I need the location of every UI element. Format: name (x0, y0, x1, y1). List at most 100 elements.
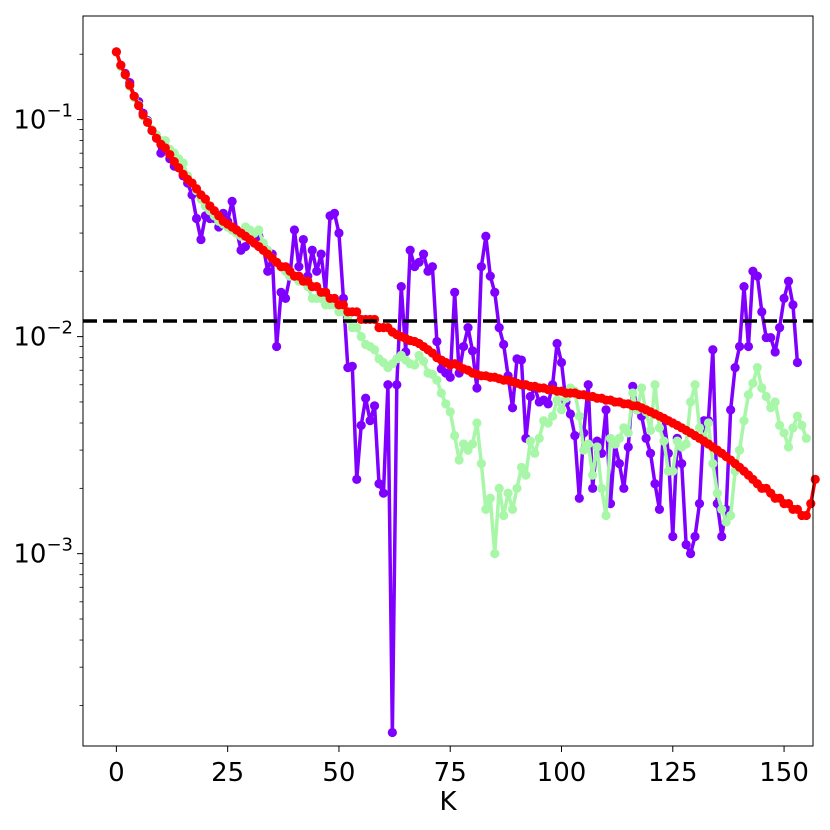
series-1-point (307, 245, 317, 255)
series-1-point (757, 307, 767, 317)
series-1-point (739, 282, 749, 292)
series-3-point (329, 293, 340, 303)
series-1-point (445, 372, 455, 382)
series-1-point (227, 196, 237, 206)
series-1-point (312, 266, 322, 276)
series-1-point (543, 399, 553, 409)
x-tick-label: 100 (537, 758, 587, 788)
plot-frame (82, 15, 814, 747)
series-1-point (476, 262, 486, 272)
series-2-point (521, 470, 531, 480)
series-1-point (361, 393, 371, 403)
series-2-point (659, 436, 669, 446)
series-2-point (534, 433, 544, 443)
series-1-point (369, 401, 380, 411)
series-1-point (378, 488, 389, 498)
series-1-point (565, 409, 576, 419)
series-2-point (748, 378, 758, 388)
series-2-point (637, 383, 647, 393)
series-1-point (792, 357, 803, 368)
series-1-point (668, 531, 678, 542)
series-2-point (556, 405, 567, 415)
series-1-point (601, 405, 611, 415)
series-1-point (472, 383, 482, 393)
series-1-point (516, 355, 527, 365)
series-2-point (418, 356, 429, 366)
series-2-point (623, 428, 633, 438)
x-tick-label: 0 (108, 758, 125, 788)
series-1-point (766, 332, 776, 343)
series-1-point (726, 405, 736, 415)
series-1-point (650, 479, 660, 489)
series-1-point (272, 341, 282, 352)
series-2-point (254, 225, 264, 235)
series-1-point (494, 323, 504, 333)
series-2-point (525, 436, 535, 446)
series-1-point (294, 262, 304, 272)
series-2-point (432, 375, 442, 385)
series-2-point (726, 510, 736, 521)
series-2-point (441, 399, 451, 409)
series-2-point (792, 411, 803, 421)
series-1-point (677, 459, 687, 469)
series-1-point (507, 403, 518, 413)
series-layer (111, 47, 820, 738)
series-1-point (196, 234, 206, 245)
series-3-point (801, 510, 811, 521)
series-1-point (374, 479, 384, 489)
series-1-point (485, 271, 495, 281)
x-tick-label: 25 (211, 758, 244, 788)
series-1-point (690, 531, 700, 542)
series-3-point (165, 149, 175, 160)
series-1-point (499, 339, 509, 350)
series-1-point (450, 287, 460, 297)
series-3-point (129, 91, 139, 101)
series-1-point (614, 459, 624, 469)
series-1-point (556, 357, 567, 368)
series-1-point (365, 416, 375, 426)
series-1-point (752, 271, 762, 281)
series-1-point (628, 381, 638, 391)
series-1-point (645, 448, 656, 458)
series-1-point (240, 241, 251, 252)
series-2-point (574, 411, 584, 421)
series-2-point (445, 407, 455, 417)
series-1-point (708, 345, 718, 355)
series-1-point (392, 380, 402, 390)
series-1-point (334, 228, 344, 238)
series-2-point (503, 488, 513, 498)
series-1-point (418, 249, 429, 259)
series-2-point (685, 397, 696, 407)
series-2-point (717, 504, 727, 514)
series-2-point (548, 411, 558, 421)
series-1-point (280, 293, 291, 303)
series-2-point (583, 439, 593, 449)
series-2-point (352, 323, 362, 333)
series-2-point (472, 418, 482, 428)
series-2-point (779, 428, 789, 438)
series-2-point (485, 493, 495, 503)
series-1-point (775, 323, 785, 333)
series-3-point (174, 163, 184, 173)
series-2-point (752, 362, 762, 373)
series-2-point (757, 383, 767, 393)
series-2-point (654, 423, 665, 433)
series-1-point (681, 540, 691, 550)
series-2-point (801, 433, 811, 443)
series-1-point (289, 225, 300, 235)
series-3-point (806, 499, 816, 509)
series-2-point (481, 504, 491, 514)
series-2-point (645, 425, 656, 435)
y-axis: 10−1 10−2 10−3 (13, 53, 83, 706)
series-2-point (788, 423, 798, 433)
series-2-point (614, 433, 624, 443)
series-2-point (588, 470, 598, 480)
x-axis: 0 25 50 75 100 125 150 (108, 746, 809, 788)
series-1-point (432, 336, 442, 347)
series-3-point (134, 100, 144, 111)
series-2-point (596, 483, 607, 493)
series-3-point (138, 110, 148, 120)
series-3-point (160, 143, 170, 153)
series-1-point (356, 420, 366, 430)
